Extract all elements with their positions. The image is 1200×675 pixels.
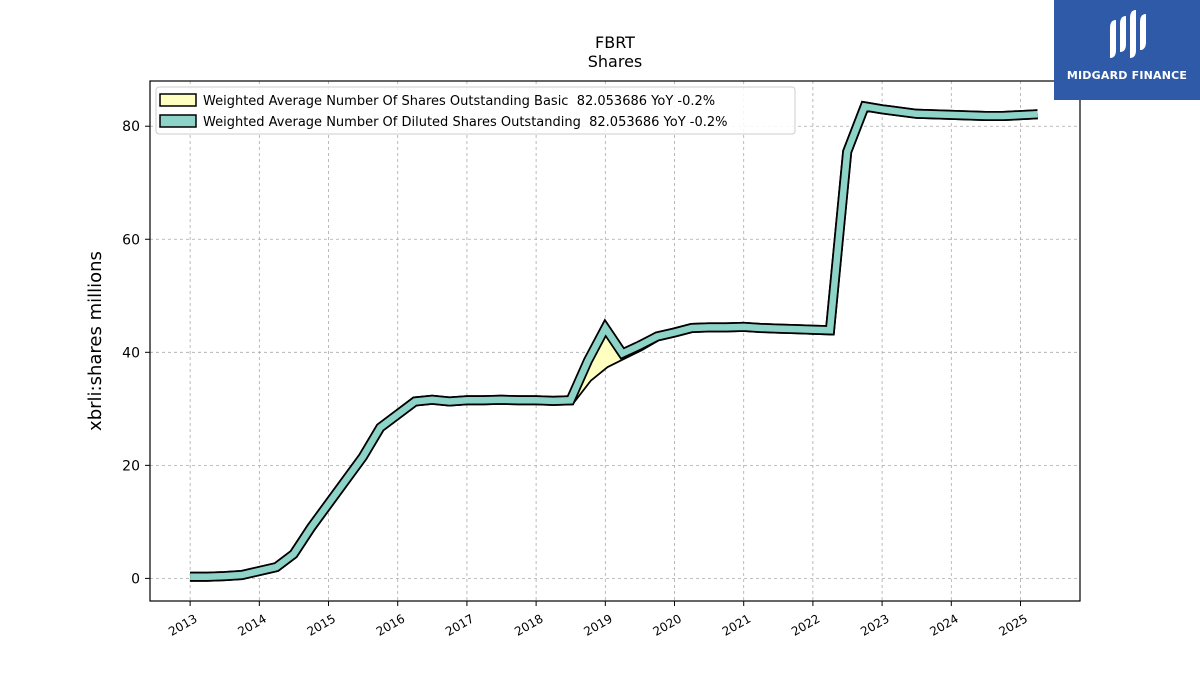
legend: Weighted Average Number Of Shares Outsta… bbox=[155, 86, 796, 135]
y-tick-label: 20 bbox=[122, 458, 140, 474]
x-tick-label: 2023 bbox=[858, 611, 891, 638]
x-tick-label: 2019 bbox=[581, 611, 614, 638]
x-tick-label: 2024 bbox=[927, 611, 960, 638]
logo-text: MIDGARD FINANCE bbox=[1066, 69, 1188, 82]
legend-swatch-diluted bbox=[159, 114, 197, 128]
x-tick-label: 2025 bbox=[997, 611, 1030, 638]
y-tick-label: 40 bbox=[122, 345, 140, 361]
x-tick-label: 2021 bbox=[720, 611, 753, 638]
y-tick-label: 0 bbox=[131, 571, 140, 587]
logo-mark-icon bbox=[1110, 10, 1146, 58]
y-axis-label: xbrli:shares millions bbox=[85, 251, 106, 431]
x-tick-label: 2016 bbox=[374, 611, 407, 638]
x-tick-label: 2018 bbox=[512, 611, 545, 638]
legend-swatch-basic bbox=[159, 93, 197, 107]
x-tick-label: 2013 bbox=[166, 611, 199, 638]
x-tick-label: 2014 bbox=[235, 611, 268, 638]
x-tick-label: 2017 bbox=[443, 611, 476, 638]
plot-frame bbox=[149, 80, 1081, 602]
midgard-finance-logo: MIDGARD FINANCE bbox=[1054, 0, 1200, 100]
y-axis: 0 20 40 60 80 bbox=[122, 119, 150, 587]
chart-title: FBRT bbox=[595, 33, 635, 52]
series-diluted-line bbox=[190, 102, 1038, 580]
chart-subtitle: Shares bbox=[587, 52, 643, 71]
x-axis: 2013 2014 2015 2016 2017 2018 2019 2020 2021 2022… bbox=[166, 601, 1030, 639]
series-layer bbox=[190, 100, 1038, 582]
x-tick-label: 2020 bbox=[651, 611, 684, 638]
legend-label-basic: Weighted Average Number Of Shares Outsta… bbox=[203, 94, 715, 109]
x-tick-label: 2015 bbox=[305, 611, 338, 638]
y-tick-label: 60 bbox=[122, 232, 140, 248]
y-tick-label: 80 bbox=[122, 119, 140, 135]
x-tick-label: 2022 bbox=[789, 611, 822, 638]
legend-box bbox=[155, 86, 796, 135]
grid-lines bbox=[150, 81, 1080, 601]
legend-label-diluted: Weighted Average Number Of Diluted Share… bbox=[203, 115, 728, 130]
